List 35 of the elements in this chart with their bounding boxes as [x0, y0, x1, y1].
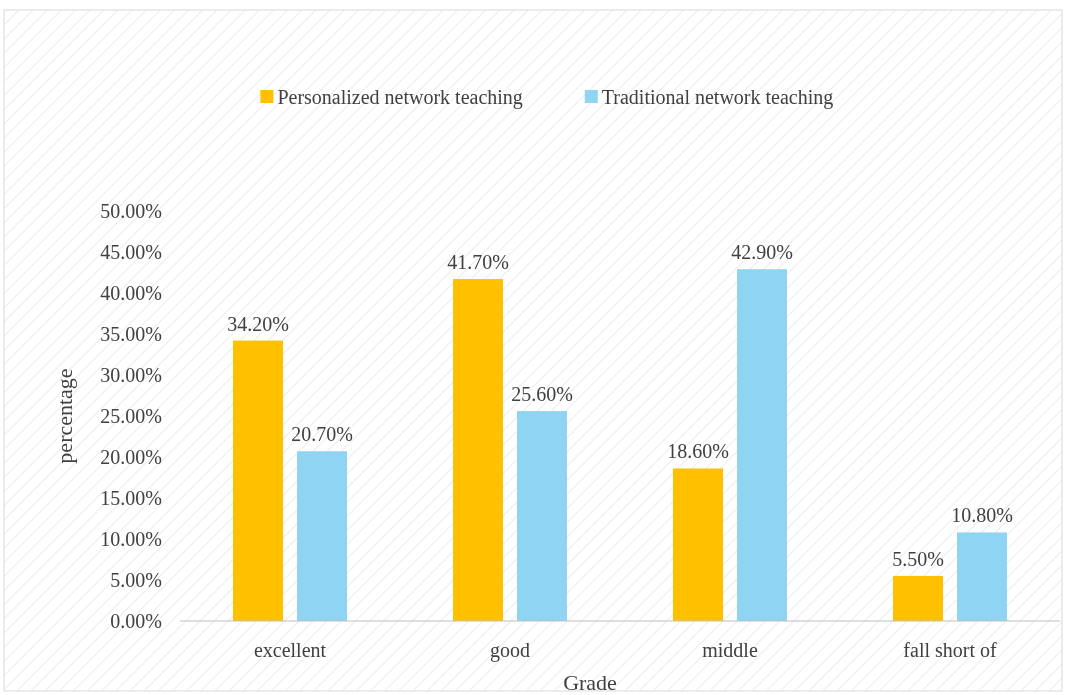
bar: [453, 279, 503, 621]
legend-label: Personalized network teaching: [277, 86, 523, 109]
bar: [673, 468, 723, 621]
x-tick-label: good: [490, 639, 530, 662]
x-tick-label: fall short of: [903, 639, 997, 661]
legend-label: Traditional network teaching: [601, 86, 834, 109]
y-axis-title: percentage: [52, 368, 77, 464]
data-label: 18.60%: [667, 440, 729, 463]
y-tick-label: 25.00%: [100, 405, 162, 427]
y-tick-label: 45.00%: [100, 241, 162, 263]
data-label: 20.70%: [291, 423, 353, 446]
y-tick-label: 15.00%: [100, 487, 162, 509]
y-tick-label: 20.00%: [100, 446, 162, 468]
y-tick-label: 5.00%: [110, 569, 162, 591]
y-tick-label: 35.00%: [100, 323, 162, 345]
x-tick-label: excellent: [253, 639, 327, 661]
bar: [233, 340, 283, 621]
bar: [297, 451, 347, 621]
bar: [737, 269, 787, 621]
y-tick-label: 30.00%: [100, 364, 162, 386]
bar: [517, 411, 567, 621]
data-label: 34.20%: [227, 312, 289, 335]
bar: [893, 575, 943, 621]
x-tick-label: middle: [702, 639, 758, 661]
y-tick-label: 10.00%: [100, 528, 162, 550]
y-tick-label: 50.00%: [100, 200, 162, 222]
x-axis-title: Grade: [563, 670, 617, 695]
y-tick-label: 40.00%: [100, 282, 162, 304]
data-label: 25.60%: [511, 383, 573, 406]
bar: [957, 532, 1007, 621]
y-tick-label: 0.00%: [110, 610, 162, 632]
data-label: 5.50%: [892, 547, 944, 570]
data-label: 10.80%: [951, 504, 1013, 527]
data-label: 41.70%: [447, 251, 509, 274]
data-label: 42.90%: [731, 241, 793, 264]
